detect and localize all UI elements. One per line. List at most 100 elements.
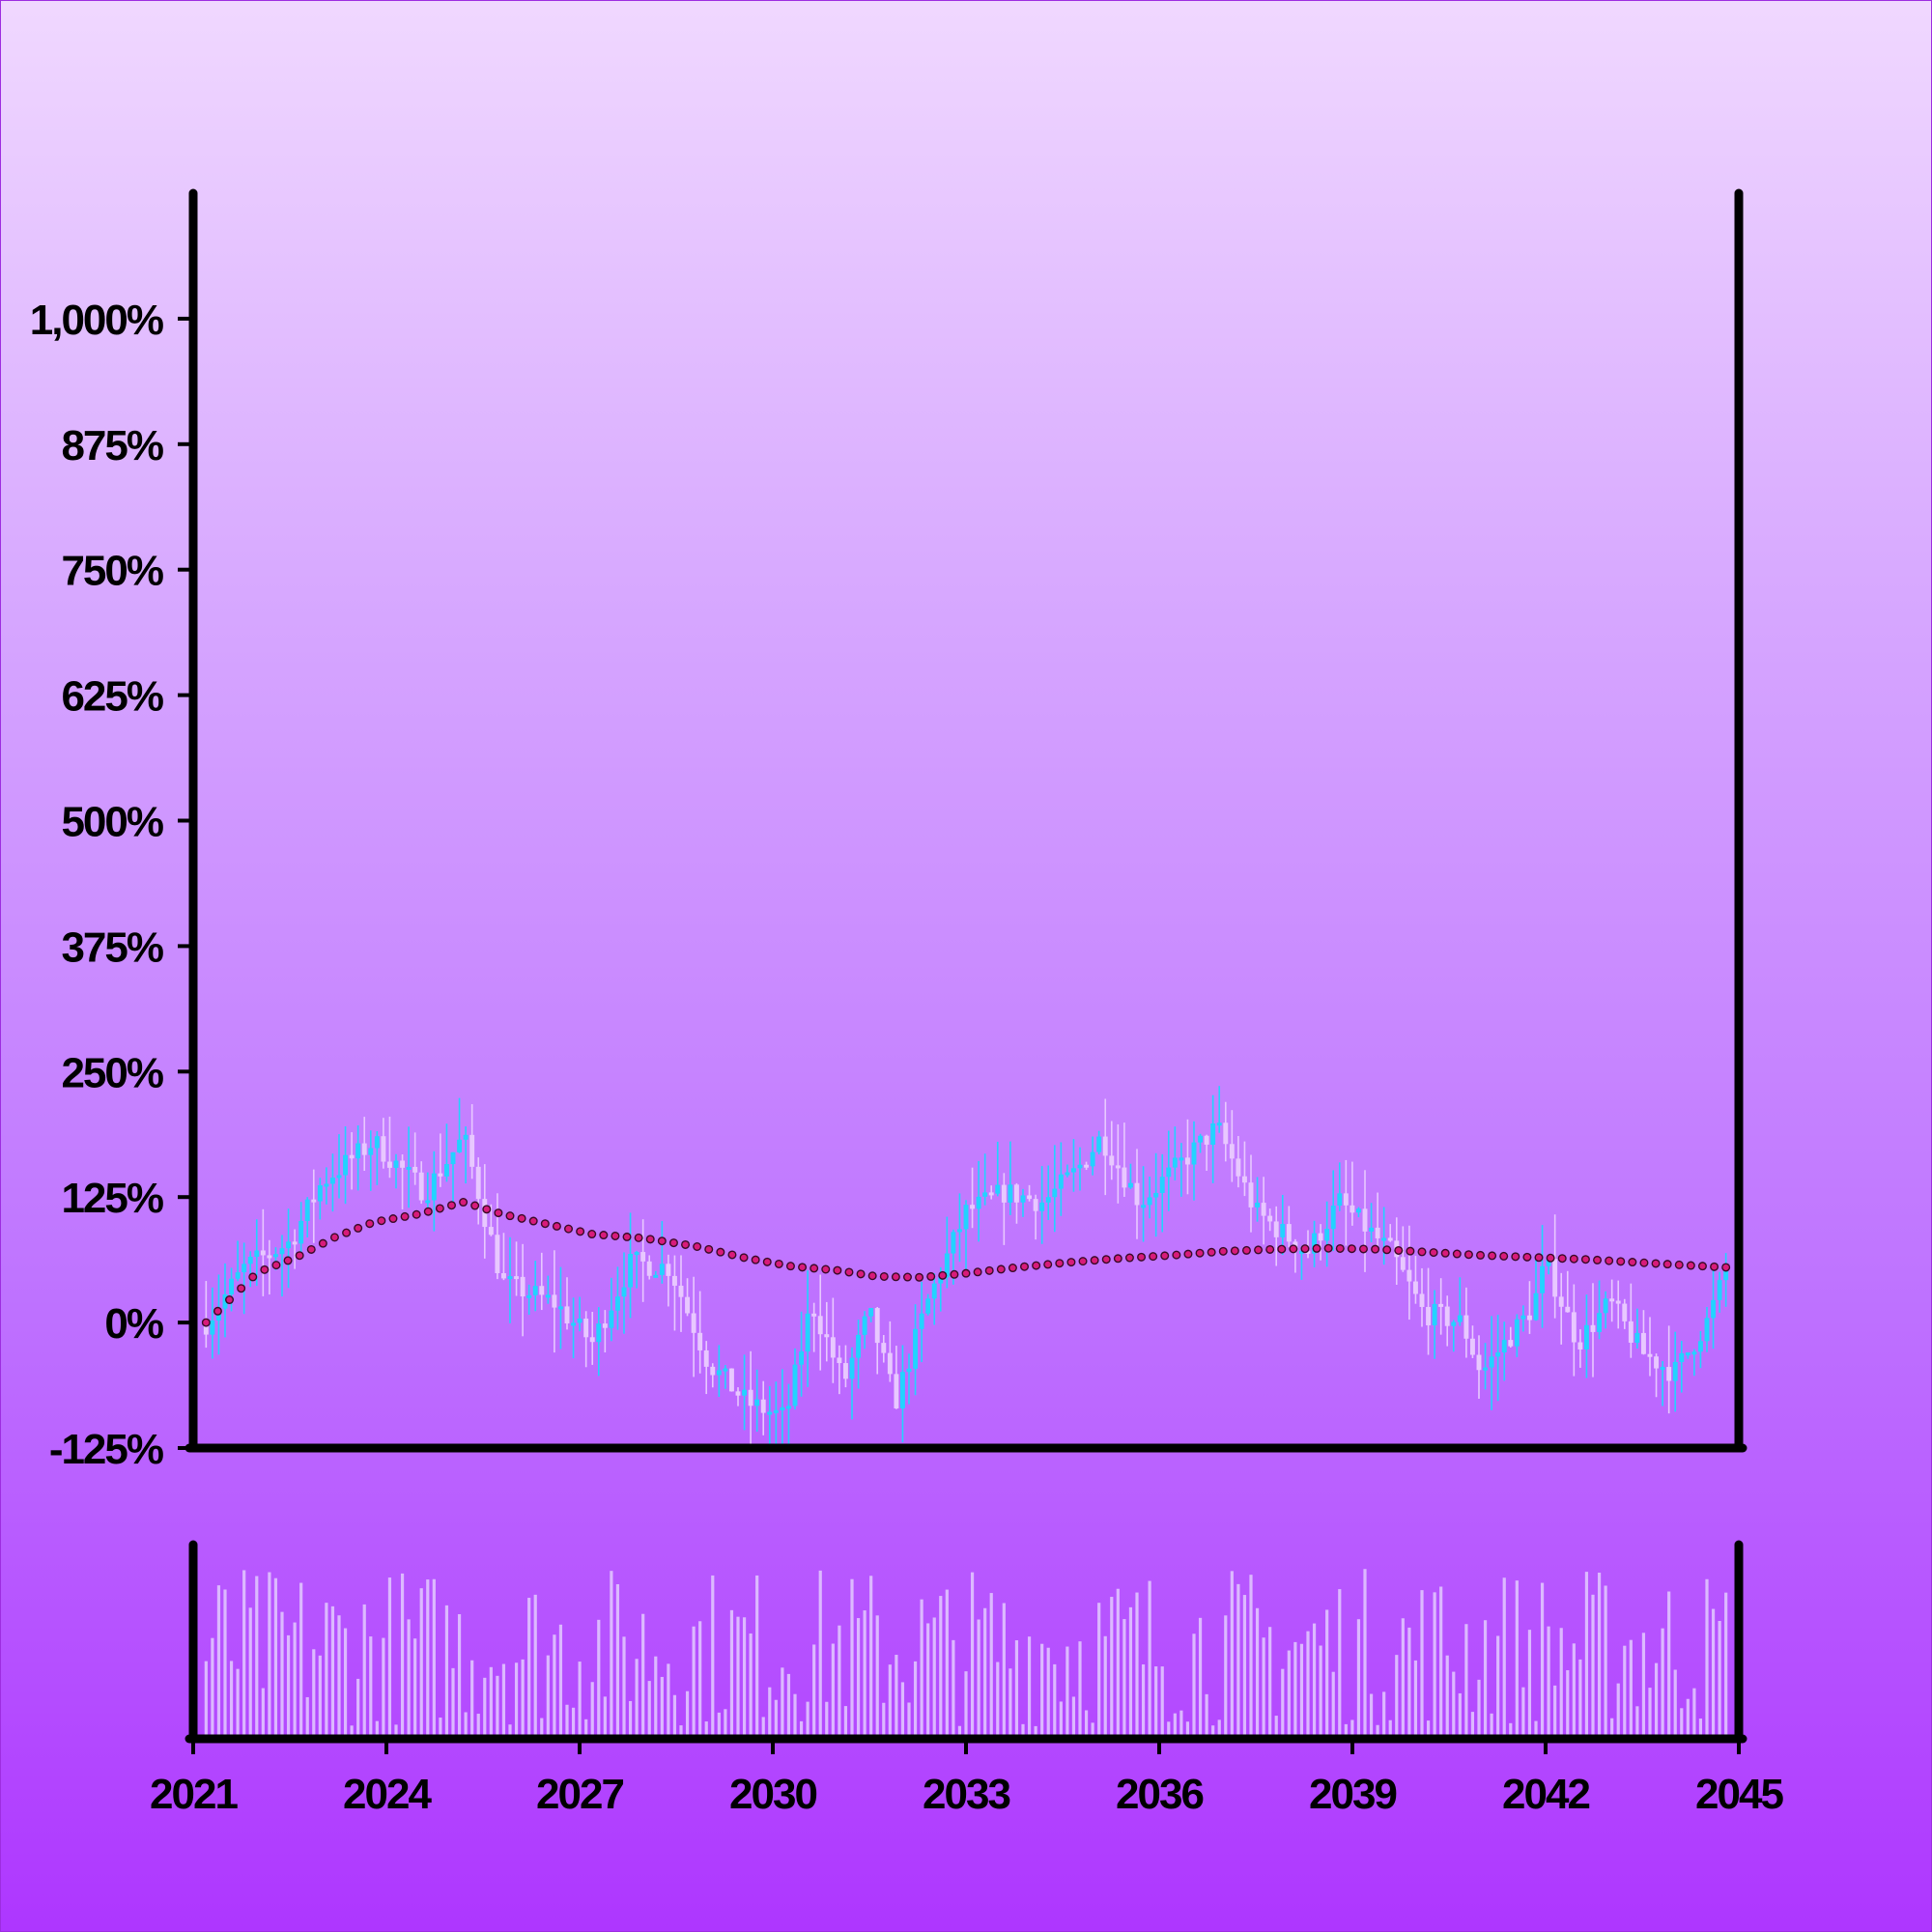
candle-body — [1127, 1182, 1133, 1188]
candle-body — [1159, 1177, 1165, 1193]
volume-bar — [1527, 1630, 1532, 1735]
candle-body — [735, 1391, 741, 1396]
candle-body — [1615, 1300, 1621, 1304]
volume-bar — [1236, 1583, 1240, 1735]
candle-body — [336, 1175, 342, 1179]
volume-bar — [1299, 1643, 1304, 1735]
candle-body — [1426, 1306, 1432, 1325]
candle-body — [646, 1261, 652, 1276]
candle-body — [1469, 1338, 1475, 1355]
volume-bar — [1407, 1627, 1411, 1735]
moving-average-point — [225, 1295, 235, 1305]
volume-bar — [1135, 1592, 1139, 1735]
moving-average-point — [810, 1264, 819, 1273]
volume-bar — [229, 1661, 234, 1735]
volume-bar — [1319, 1645, 1322, 1735]
candle-body — [640, 1252, 646, 1262]
volume-bar — [496, 1675, 499, 1735]
volume-bar — [1009, 1668, 1012, 1735]
candle-body — [1520, 1315, 1526, 1320]
candle-body — [894, 1374, 899, 1408]
volume-bar — [711, 1575, 715, 1735]
y-tick-label: -125% — [49, 1426, 163, 1473]
candle-body — [406, 1166, 412, 1170]
candle-body — [1622, 1303, 1628, 1321]
volume-bar — [1604, 1585, 1607, 1735]
candle-body — [1362, 1208, 1368, 1232]
candle-body — [1122, 1167, 1127, 1188]
candle-body — [210, 1320, 215, 1335]
moving-average-point — [1277, 1244, 1287, 1254]
moving-average-point — [1254, 1245, 1264, 1255]
volume-bar — [1148, 1580, 1151, 1735]
volume-bar — [261, 1688, 265, 1735]
candle-body — [703, 1350, 709, 1367]
volume-bar — [1350, 1719, 1354, 1735]
candle-body — [1172, 1157, 1178, 1168]
moving-average-point — [915, 1272, 924, 1282]
candle-body — [1355, 1208, 1361, 1213]
moving-average-point — [1183, 1249, 1193, 1259]
candle-body — [1457, 1315, 1463, 1322]
volume-bars — [204, 1569, 1728, 1735]
candle-body — [1540, 1265, 1546, 1293]
candle-body — [557, 1306, 563, 1310]
x-tick-label: 2045 — [1695, 1771, 1783, 1818]
volume-bar — [318, 1655, 322, 1735]
volume-bar — [1021, 1723, 1025, 1735]
moving-average-point — [1207, 1247, 1216, 1257]
volume-bar — [704, 1721, 708, 1735]
volume-bar — [1470, 1712, 1475, 1735]
volume-bar — [615, 1583, 620, 1735]
candle-body — [495, 1235, 500, 1273]
moving-average-point — [1149, 1252, 1158, 1262]
x-tick-label: 2042 — [1502, 1771, 1589, 1818]
y-tick-label: 250% — [61, 1049, 162, 1096]
candle-body — [1438, 1303, 1444, 1307]
candle-body — [1501, 1340, 1507, 1353]
moving-average-point — [213, 1306, 222, 1316]
candle-body — [944, 1253, 950, 1278]
volume-bar — [400, 1573, 405, 1735]
volume-bar — [1515, 1580, 1519, 1735]
candle-body — [1141, 1205, 1147, 1208]
moving-average-point — [540, 1219, 550, 1229]
candle-body — [678, 1285, 684, 1297]
candle-body — [659, 1264, 665, 1275]
candle-body — [856, 1334, 862, 1358]
candle-body — [1204, 1135, 1209, 1145]
candle-body — [1198, 1135, 1204, 1143]
moving-average-point — [1488, 1251, 1497, 1261]
moving-average-point — [1265, 1244, 1275, 1254]
moving-average-point — [1546, 1253, 1555, 1263]
volume-bar — [571, 1707, 576, 1735]
moving-average-point — [1639, 1258, 1649, 1267]
candle-body — [1489, 1356, 1494, 1368]
candle-body — [254, 1250, 260, 1257]
moving-average-point — [751, 1255, 760, 1264]
moving-average-point — [1476, 1250, 1486, 1260]
volume-bar — [882, 1702, 886, 1735]
volume-bar — [1490, 1713, 1493, 1735]
volume-bar — [204, 1661, 208, 1735]
candle-body — [868, 1308, 874, 1317]
candle-body — [938, 1277, 944, 1284]
moving-average-point — [867, 1271, 877, 1281]
candle-body — [1654, 1356, 1660, 1369]
candle-body — [634, 1252, 639, 1256]
moving-average-point — [1662, 1260, 1672, 1269]
moving-average-point — [423, 1207, 433, 1216]
candle-body — [443, 1164, 449, 1177]
volume-bar — [1591, 1594, 1595, 1735]
volume-bar — [1014, 1640, 1019, 1735]
candle-body — [1115, 1165, 1121, 1169]
candle-body — [1444, 1306, 1450, 1326]
candle-body — [1147, 1197, 1152, 1206]
volume-bar — [1034, 1725, 1037, 1735]
volume-bar — [1002, 1603, 1006, 1735]
candle-body — [317, 1184, 323, 1202]
volume-bar — [1071, 1696, 1076, 1735]
volume-bar — [698, 1621, 702, 1735]
candle-body — [520, 1276, 526, 1297]
